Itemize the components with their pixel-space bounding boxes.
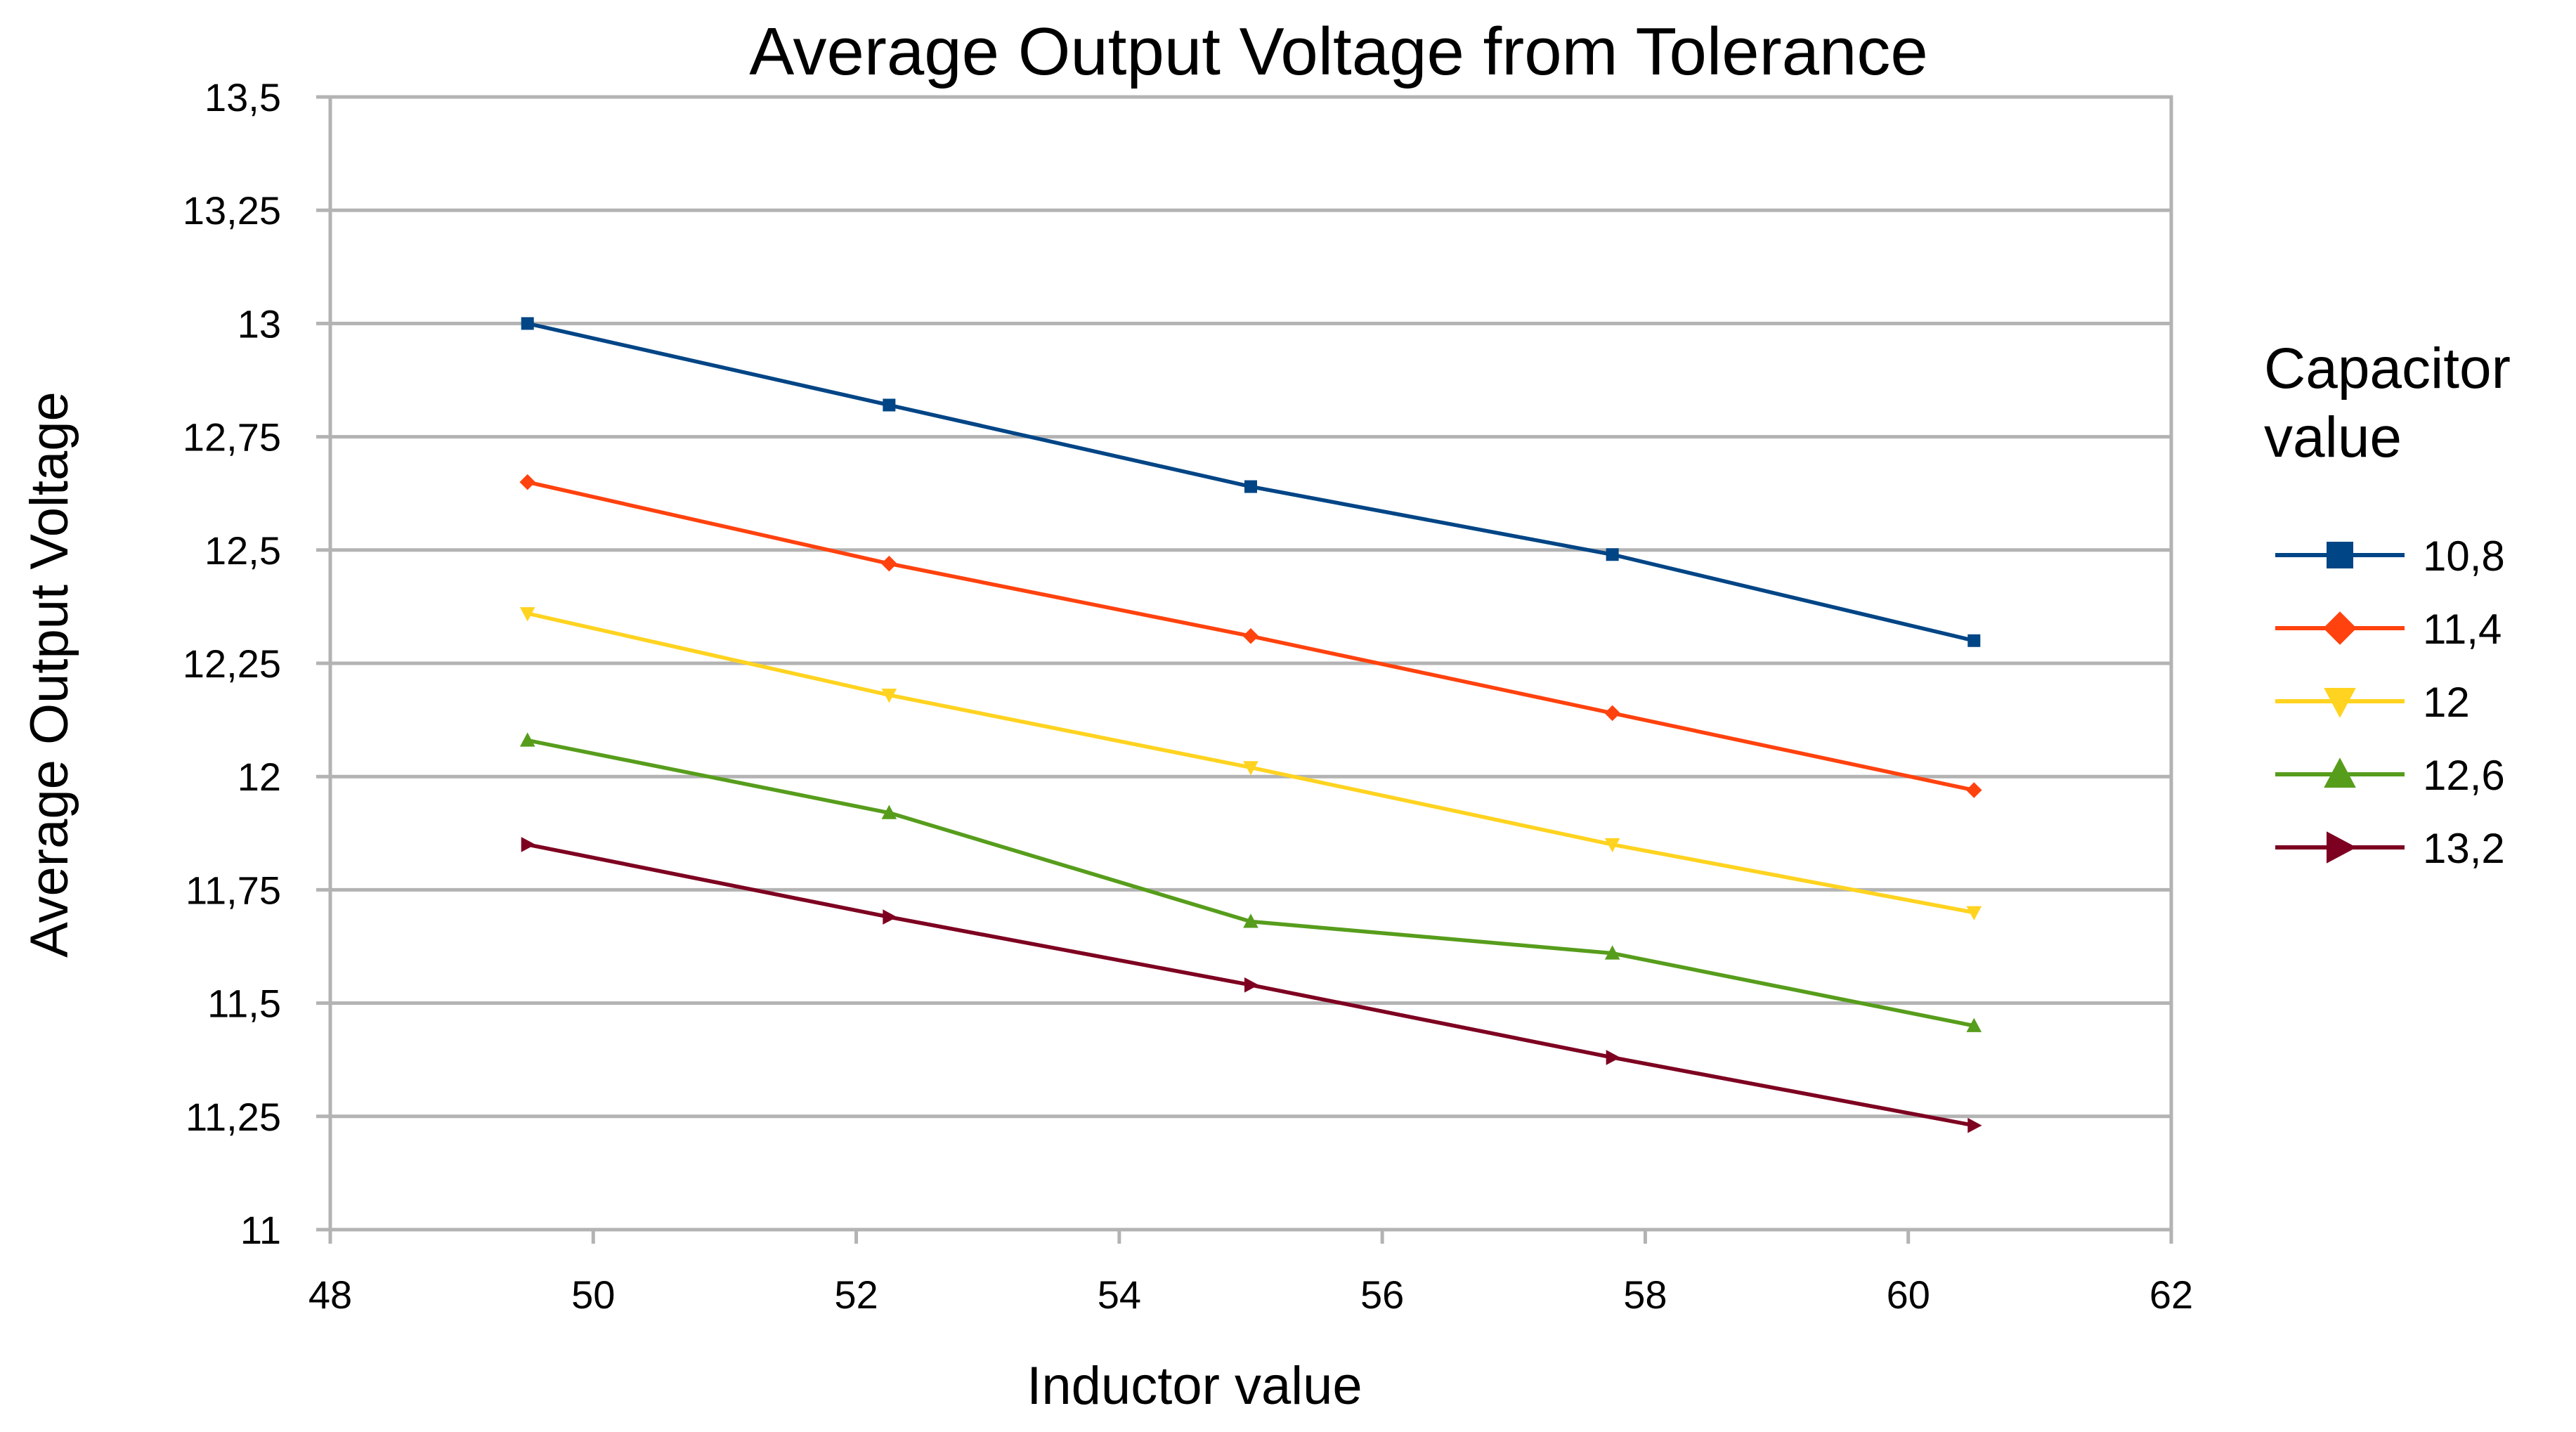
data-point xyxy=(1967,1117,1982,1133)
legend-item: 10,8 xyxy=(2275,533,2505,580)
data-point xyxy=(1244,480,1257,493)
gridlines xyxy=(330,95,2171,1232)
series-layer xyxy=(519,317,1982,1133)
legend-marker xyxy=(2327,542,2353,568)
x-tick-label: 58 xyxy=(1623,1272,1667,1317)
x-tick-label: 62 xyxy=(2149,1272,2193,1317)
y-tick-label: 11,25 xyxy=(186,1095,281,1139)
x-tick-label: 54 xyxy=(1098,1272,1141,1317)
data-point xyxy=(1966,782,1982,798)
series-12,6 xyxy=(519,732,1982,1032)
x-tick-label: 56 xyxy=(1360,1272,1404,1317)
y-tick-label: 12 xyxy=(238,755,281,799)
y-tick-label: 12,75 xyxy=(183,415,281,460)
series-13,2 xyxy=(521,837,1982,1133)
data-point xyxy=(521,317,534,330)
data-point xyxy=(519,607,535,622)
legend-item: 12,6 xyxy=(2275,752,2505,799)
data-point xyxy=(1243,913,1258,928)
legend-marker xyxy=(2324,757,2356,788)
series-11,4 xyxy=(519,474,1982,798)
legend-item: 11,4 xyxy=(2275,606,2502,653)
x-tick-label: 60 xyxy=(1887,1272,1930,1317)
legend-item: 12 xyxy=(2275,679,2470,726)
data-point xyxy=(1967,634,1981,647)
legend-marker xyxy=(2323,611,2357,645)
legend-label: 11,4 xyxy=(2423,606,2502,653)
data-point xyxy=(1604,945,1620,960)
y-tick-label: 11 xyxy=(240,1208,281,1252)
data-point xyxy=(519,474,535,490)
data-point xyxy=(1604,838,1620,853)
x-tick-label: 48 xyxy=(308,1272,352,1317)
data-point xyxy=(519,732,535,747)
legend-marker xyxy=(2324,688,2356,718)
series-12 xyxy=(519,607,1982,920)
legend-label: 12,6 xyxy=(2423,752,2505,799)
y-axis-ticks: 11 11,25 11,5 11,75 12 12,25 12,5 12,75 13 13,25 1… xyxy=(183,75,330,1252)
data-point xyxy=(1606,1050,1620,1065)
legend-marker xyxy=(2327,831,2357,864)
data-point xyxy=(1244,977,1259,993)
x-tick-label: 52 xyxy=(834,1272,878,1317)
data-point xyxy=(883,398,896,412)
data-point xyxy=(1966,906,1982,920)
x-axis-label: Inductor value xyxy=(1027,1356,1362,1416)
y-tick-label: 11,5 xyxy=(207,982,281,1026)
chart-title: Average Output Voltage from Tolerance xyxy=(749,14,1928,89)
legend-label: 10,8 xyxy=(2423,533,2505,580)
data-point xyxy=(881,555,897,572)
data-point xyxy=(883,909,897,925)
y-tick-label: 12,25 xyxy=(183,642,281,686)
data-point xyxy=(1606,548,1619,561)
y-tick-label: 13,5 xyxy=(204,75,281,119)
y-tick-label: 13 xyxy=(238,301,281,346)
data-point xyxy=(1243,761,1258,776)
legend-label: 13,2 xyxy=(2423,825,2505,872)
legend: Capacitor value 10,8 11,4 12 12,6 13,2 xyxy=(2264,337,2511,872)
data-point xyxy=(1966,1017,1982,1032)
legend-label: 12 xyxy=(2423,679,2470,726)
x-tick-label: 50 xyxy=(571,1272,615,1317)
y-tick-label: 13,25 xyxy=(183,188,281,233)
legend-title: Capacitor value xyxy=(2264,337,2511,469)
data-point xyxy=(1242,628,1259,644)
data-point xyxy=(881,689,897,703)
y-axis-label: Average Output Voltage xyxy=(20,391,79,958)
y-tick-label: 12,5 xyxy=(204,528,281,573)
series-10,8 xyxy=(521,317,1981,647)
x-axis-ticks: 48 50 52 54 56 58 60 62 xyxy=(308,1230,2193,1317)
data-point xyxy=(1604,705,1620,722)
data-point xyxy=(881,805,897,819)
data-point xyxy=(521,837,535,852)
y-tick-label: 11,75 xyxy=(186,868,281,912)
legend-item: 13,2 xyxy=(2275,825,2505,872)
